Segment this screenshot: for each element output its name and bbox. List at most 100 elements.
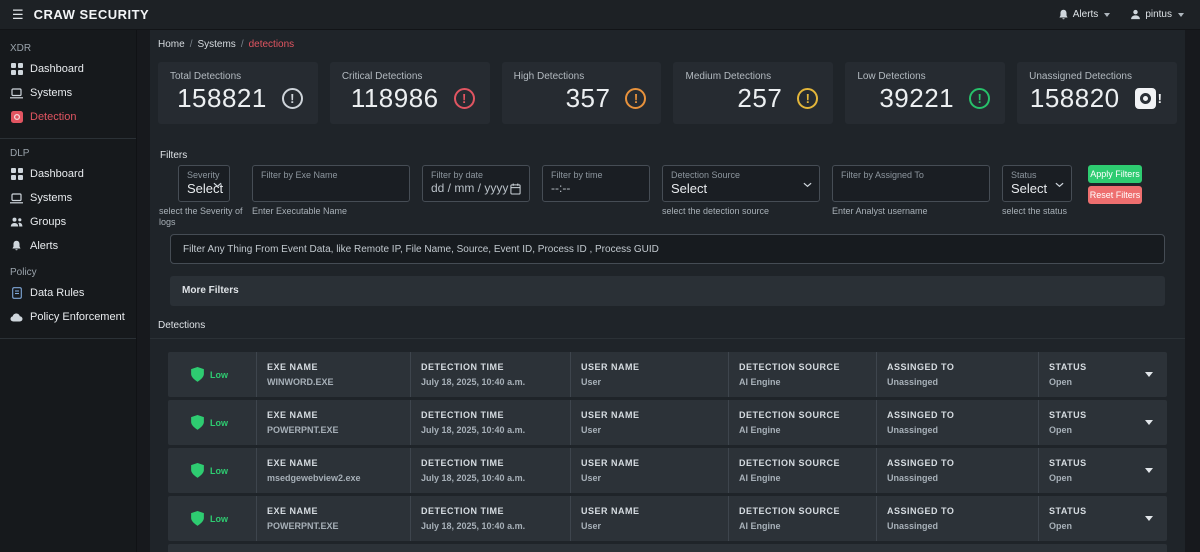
chevron-down-icon [213, 182, 222, 188]
cloud-icon [10, 313, 23, 322]
sidebar-item-xdr-systems[interactable]: Systems [0, 81, 136, 105]
sidebar-item-dlp-dashboard[interactable]: Dashboard [0, 162, 136, 186]
severity-select[interactable]: Severity Select [178, 165, 230, 202]
breadcrumb-separator: / [189, 39, 193, 50]
exe-name-filter[interactable]: Filter by Exe Name [252, 165, 410, 202]
user-name-value: User [581, 425, 602, 435]
exe-name-filter-label: Filter by Exe Name [261, 170, 338, 180]
exe-name-value: POWERPNT.EXE [267, 425, 339, 435]
table-row[interactable]: Low EXE NAME WINWORD.EXE DETECTION TIME Ju… [168, 352, 1167, 397]
row-actions-caret[interactable] [1145, 420, 1153, 425]
stat-cards: Total Detections 158821! Critical Detect… [158, 62, 1177, 124]
sidebar-item-dlp-alerts[interactable]: Alerts [0, 234, 136, 258]
assigned-to-input[interactable] [841, 182, 981, 198]
filters-row: Severity Select Filter by Exe Name Filte… [150, 163, 1185, 231]
col-header-user: USER NAME [581, 506, 640, 516]
alerts-dropdown[interactable]: Alerts [1058, 9, 1111, 21]
sidebar-section-xdr: XDR [10, 43, 32, 54]
severity-cell: Low [168, 496, 256, 541]
stat-card-medium: Medium Detections 257! [673, 62, 834, 124]
assigned-to-filter[interactable]: Filter by Assigned To [832, 165, 990, 202]
user-dropdown[interactable]: pintus [1130, 9, 1184, 20]
detection-source-value: AI Engine [739, 521, 781, 531]
source-helper-text: select the detection source [662, 206, 770, 216]
col-header-user: USER NAME [581, 458, 640, 468]
row-actions-caret[interactable] [1145, 516, 1153, 521]
table-row[interactable]: Low EXE NAME POWERPNT.EXE DETECTION TIME J… [168, 400, 1167, 445]
col-header-source: DETECTION SOURCE [739, 362, 841, 372]
row-actions-caret[interactable] [1145, 468, 1153, 473]
content-wrapper: Home / Systems / detections Total Detect… [150, 30, 1185, 552]
detection-source-select[interactable]: Detection Source Select [662, 165, 820, 202]
table-row[interactable]: Low EXE NAME msedgewebview2.exe DETECTION… [168, 448, 1167, 493]
sidebar-section-dlp: DLP [10, 148, 30, 159]
reset-filters-button[interactable]: Reset Filters [1088, 186, 1142, 204]
apply-filters-button[interactable]: Apply Filters [1088, 165, 1142, 183]
top-navbar: ☰ CRAW SECURITY Alerts pintus [0, 0, 1200, 30]
breadcrumb: Home / Systems / detections [150, 30, 1185, 50]
event-data-search-input[interactable] [170, 234, 1165, 264]
stat-label: Low Detections [857, 71, 926, 82]
calendar-icon[interactable] [510, 183, 521, 195]
col-header-assigned: ASSINGED TO [887, 362, 955, 372]
bell-icon [10, 240, 23, 252]
exe-name-value: WINWORD.EXE [267, 377, 334, 387]
shield-icon [190, 414, 205, 431]
stat-card-total: Total Detections 158821! [158, 62, 318, 124]
sidebar-divider [0, 138, 136, 139]
sidebar-item-label: Data Rules [30, 287, 85, 299]
severity-cell: Low [168, 400, 256, 445]
detection-source-value: AI Engine [739, 377, 781, 387]
severity-select-label: Severity [187, 170, 220, 180]
more-filters-toggle[interactable]: More Filters [170, 276, 1165, 306]
severity-badge: Low [210, 465, 228, 476]
breadcrumb-systems[interactable]: Systems [197, 39, 236, 50]
exclamation-circle-icon: ! [969, 88, 991, 109]
col-header-time: DETECTION TIME [421, 458, 504, 468]
table-row-partial[interactable] [168, 544, 1167, 552]
chevron-down-icon [1178, 12, 1184, 17]
sidebar-item-xdr-dashboard[interactable]: Dashboard [0, 57, 136, 81]
severity-cell: Low [168, 352, 256, 397]
exe-helper-text: Enter Executable Name [252, 206, 348, 216]
sidebar-item-label: Alerts [30, 240, 59, 252]
col-header-status: STATUS [1049, 506, 1087, 516]
stat-card-unassigned: Unassigned Detections 158820! [1017, 62, 1177, 124]
row-actions-caret[interactable] [1145, 372, 1153, 377]
sidebar-item-dlp-groups[interactable]: Groups [0, 210, 136, 234]
stat-value: 39221 [879, 83, 955, 113]
chevron-down-icon [803, 182, 812, 188]
col-header-assigned: ASSINGED TO [887, 506, 955, 516]
detections-panel-title: Detections [150, 320, 1185, 339]
breadcrumb-home[interactable]: Home [158, 39, 185, 50]
alerts-label: Alerts [1072, 9, 1099, 20]
sidebar-item-label: Dashboard [30, 63, 84, 75]
sidebar: XDR Dashboard Systems Detection DLP Dash… [0, 30, 137, 552]
sidebar-item-label: Policy Enforcement [30, 311, 125, 323]
time-filter[interactable]: Filter by time --:-- [542, 165, 650, 202]
sidebar-item-xdr-detection[interactable]: Detection [0, 105, 136, 129]
sidebar-item-policy-data-rules[interactable]: Data Rules [0, 281, 136, 305]
table-row[interactable]: Low EXE NAME POWERPNT.EXE DETECTION TIME J… [168, 496, 1167, 541]
app-title: CRAW SECURITY [33, 7, 150, 22]
breadcrumb-current: detections [248, 39, 295, 50]
user-name-value: User [581, 377, 602, 387]
detection-time-value: July 18, 2025, 10:40 a.m. [421, 473, 526, 483]
col-header-user: USER NAME [581, 410, 640, 420]
status-select[interactable]: Status Select [1002, 165, 1072, 202]
stat-label: Unassigned Detections [1029, 71, 1132, 82]
exclamation-circle-icon: ! [625, 88, 647, 109]
col-header-source: DETECTION SOURCE [739, 458, 841, 468]
sidebar-item-label: Detection [30, 111, 77, 123]
people-icon [10, 217, 23, 227]
hamburger-menu-icon[interactable]: ☰ [12, 6, 24, 22]
sidebar-item-policy-enforcement[interactable]: Policy Enforcement [0, 305, 136, 329]
date-filter[interactable]: Filter by date dd / mm / yyyy [422, 165, 530, 202]
exe-name-input[interactable] [261, 182, 401, 198]
sidebar-item-dlp-systems[interactable]: Systems [0, 186, 136, 210]
time-filter-value: --:-- [551, 181, 571, 195]
severity-cell: Low [168, 448, 256, 493]
stat-card-low: Low Detections 39221! [845, 62, 1006, 124]
detection-time-value: July 18, 2025, 10:40 a.m. [421, 377, 526, 387]
col-header-time: DETECTION TIME [421, 506, 504, 516]
